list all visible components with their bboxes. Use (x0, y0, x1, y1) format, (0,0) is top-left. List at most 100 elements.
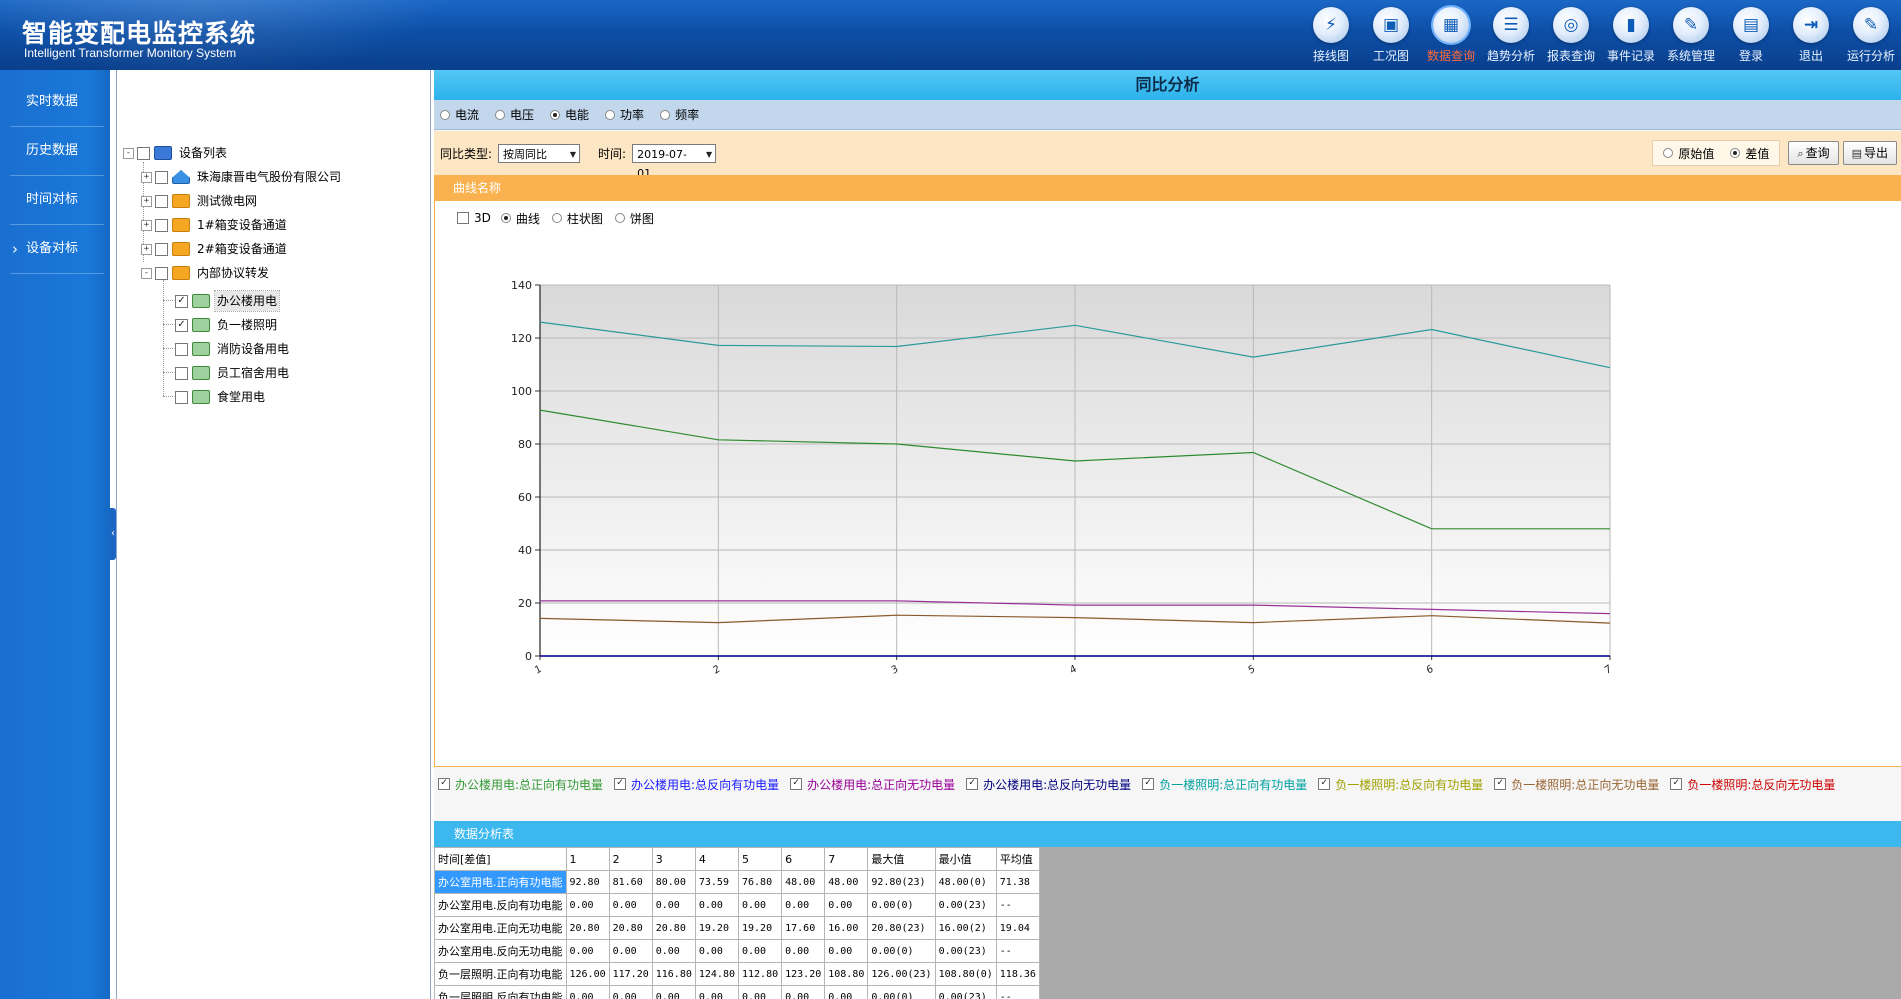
nav-button-5[interactable]: ▮ 事件记录 (1601, 0, 1661, 70)
nav-button-2[interactable]: ▦ 数据查询 (1421, 0, 1481, 70)
tree-node-3[interactable]: +2#箱变设备通道 (141, 239, 289, 259)
nav-button-7[interactable]: ▤ 登录 (1721, 0, 1781, 70)
table-row[interactable]: 办公室用电.正向无功电能 20.80 20.80 20.80 19.20 19.20 17.… (434, 916, 1040, 940)
measure-radio-3[interactable]: 功率 (605, 106, 644, 123)
collapse-icon[interactable]: - (123, 147, 134, 159)
tree-checkbox[interactable] (175, 294, 188, 308)
nav-button-9[interactable]: ✎ 运行分析 (1841, 0, 1901, 70)
tree-checkbox[interactable] (155, 170, 168, 184)
exit-icon: ⇥ (1793, 7, 1829, 43)
tree-checkbox[interactable] (175, 366, 188, 380)
sidebar-item-1[interactable]: 历史数据 (10, 127, 104, 176)
legend-item-4[interactable]: 负一楼照明:总正向有功电量 (1142, 776, 1307, 793)
compare-type-select[interactable]: 按周同比 (498, 143, 581, 164)
tree-checkbox[interactable] (137, 146, 150, 160)
collapse-icon[interactable]: - (141, 267, 152, 279)
tree-checkbox[interactable] (175, 318, 188, 332)
y-tick-label: 60 (518, 491, 532, 504)
expand-icon[interactable]: + (141, 195, 152, 207)
table-cell: 20.80 (608, 916, 653, 940)
tree-device-2[interactable]: 消防设备用电 (175, 339, 291, 359)
legend-item-6[interactable]: 负一楼照明:总正向无功电量 (1494, 776, 1659, 793)
y-tick-label: 100 (511, 385, 532, 398)
measure-radio-1[interactable]: 电压 (495, 106, 534, 123)
nav-button-1[interactable]: ▣ 工况图 (1361, 0, 1421, 70)
y-tick-label: 120 (511, 332, 532, 345)
sidebar-item-label: 设备对标 (26, 241, 79, 256)
tree-device-1[interactable]: 负一楼照明 (175, 315, 279, 335)
top-nav: ⚡ 接线图 ▣ 工况图 ▦ 数据查询 ☰ 趋势分析 ◎ 报表查询 ▮ 事件记录 ✎ 系统管理 ▤ 登录 ⇥ 退出 ✎… (1301, 0, 1901, 70)
table-cell: 20.80 (651, 916, 696, 940)
table-row[interactable]: 办公室用电.反向有功电能 0.00 0.00 0.00 0.00 0.00 0.00 0.00… (434, 893, 1040, 917)
table-cell: 0.00 (651, 985, 696, 999)
tree-node-1[interactable]: + 测试微电网 (141, 191, 259, 211)
chart-kind-radio-2[interactable]: 饼图 (614, 210, 654, 227)
nav-button-8[interactable]: ⇥ 退出 (1781, 0, 1841, 70)
legend-item-0[interactable]: 办公楼用电:总正向有功电量 (438, 776, 603, 793)
three-d-checkbox[interactable]: 3D (457, 211, 491, 225)
tree-device-3[interactable]: 员工宿舍用电 (175, 363, 291, 383)
legend-item-2[interactable]: 办公楼用电:总正向无功电量 (790, 776, 955, 793)
table-cell: 0.00 (781, 893, 826, 917)
tree-node-0[interactable]: + 珠海康晋电气股份有限公司 (141, 167, 343, 187)
radio-circle-icon (495, 109, 506, 120)
table-row[interactable]: 负一层照明.正向有功电能 126.00 117.20 116.80 124.80 112.… (434, 962, 1040, 986)
table-cell: 0.00 (824, 893, 869, 917)
tree-device-0[interactable]: 办公楼用电 (175, 290, 281, 312)
tree-node-2[interactable]: +1#箱变设备通道 (141, 215, 289, 235)
page-title: 同比分析 (434, 70, 1901, 100)
legend-item-5[interactable]: 负一楼照明:总反向有功电量 (1318, 776, 1483, 793)
tree-checkbox[interactable] (175, 390, 188, 404)
chart-kind-radio-0[interactable]: 曲线 (500, 210, 540, 227)
sidebar-item-2[interactable]: 时间对标 (10, 176, 104, 225)
tree-device-4[interactable]: 食堂用电 (175, 387, 267, 407)
nav-button-0[interactable]: ⚡ 接线图 (1301, 0, 1361, 70)
login-icon: ▤ (1733, 7, 1769, 43)
date-picker[interactable]: 2019-07-01 (632, 143, 717, 180)
table-cell: 92.80 (565, 870, 610, 894)
measure-radio-0[interactable]: 电流 (440, 106, 479, 123)
tree-root[interactable]: - 设备列表 (123, 143, 229, 163)
legend-item-3[interactable]: 办公楼用电:总反向无功电量 (966, 776, 1131, 793)
measure-radio-4[interactable]: 频率 (660, 106, 699, 123)
tree-checkbox[interactable] (155, 194, 168, 208)
mode-original-radio[interactable]: 原始值 (1663, 145, 1714, 162)
sidebar-item-0[interactable]: 实时数据 (10, 78, 104, 127)
table-cell: 71.38 (995, 870, 1040, 894)
chart-kind-radio-1[interactable]: 柱状图 (551, 210, 603, 227)
table-cell: 80.00 (651, 870, 696, 894)
nav-button-4[interactable]: ◎ 报表查询 (1541, 0, 1601, 70)
tree-checkbox[interactable] (155, 242, 168, 256)
measure-radio-2[interactable]: 电能 (550, 106, 589, 123)
sidebar-item-3[interactable]: 设备对标 (10, 225, 104, 274)
tree-node-label: 珠海康晋电气股份有限公司 (197, 170, 342, 184)
tree-node-4[interactable]: - 内部协议转发 (141, 263, 271, 283)
mode-diff-radio[interactable]: 差值 (1730, 145, 1769, 162)
nav-button-label: 趋势分析 (1486, 49, 1535, 63)
table-row[interactable]: 办公室用电.反向无功电能 0.00 0.00 0.00 0.00 0.00 0.00 0.00… (434, 939, 1040, 963)
row-name-cell: 负一层照明.正向有功电能 (434, 962, 567, 986)
measure-label: 频率 (675, 108, 700, 122)
export-button[interactable]: ▤ 导出 (1842, 141, 1897, 165)
expand-icon[interactable]: + (141, 243, 152, 255)
radio-circle-icon (550, 109, 561, 120)
expand-icon[interactable]: + (141, 219, 152, 231)
expand-icon[interactable]: + (141, 171, 152, 183)
tree-node-label: 负一楼照明 (217, 318, 278, 332)
tree-node-label: 办公楼用电 (213, 290, 281, 312)
table-row[interactable]: 办公室用电.正向有功电能 92.80 81.60 80.00 73.59 76.80 48.… (434, 870, 1040, 894)
legend-item-1[interactable]: 办公楼用电:总反向有功电量 (614, 776, 779, 793)
tree-checkbox[interactable] (175, 342, 188, 356)
table-area: 时间[差值] 1 2 3 4 5 6 7 最大值 最小值 平均值 办公室用电.正向有功电能 92.80… (434, 847, 1901, 999)
legend-item-7[interactable]: 负一楼照明:总反向无功电量 (1670, 776, 1835, 793)
tree-checkbox[interactable] (155, 218, 168, 232)
nav-button-3[interactable]: ☰ 趋势分析 (1481, 0, 1541, 70)
legend-label: 办公楼用电:总反向有功电量 (631, 777, 780, 792)
nav-button-6[interactable]: ✎ 系统管理 (1661, 0, 1721, 70)
query-button[interactable]: ⌕ 查询 (1788, 141, 1839, 165)
tree-checkbox[interactable] (155, 266, 168, 280)
table-row[interactable]: 负一层照明.反向有功电能 0.00 0.00 0.00 0.00 0.00 0.00 0.00… (434, 985, 1040, 999)
mode-original-label: 原始值 (1678, 146, 1715, 161)
sidebar-collapse-handle[interactable]: ‹ (110, 508, 116, 560)
nav-button-label: 运行分析 (1846, 49, 1895, 63)
